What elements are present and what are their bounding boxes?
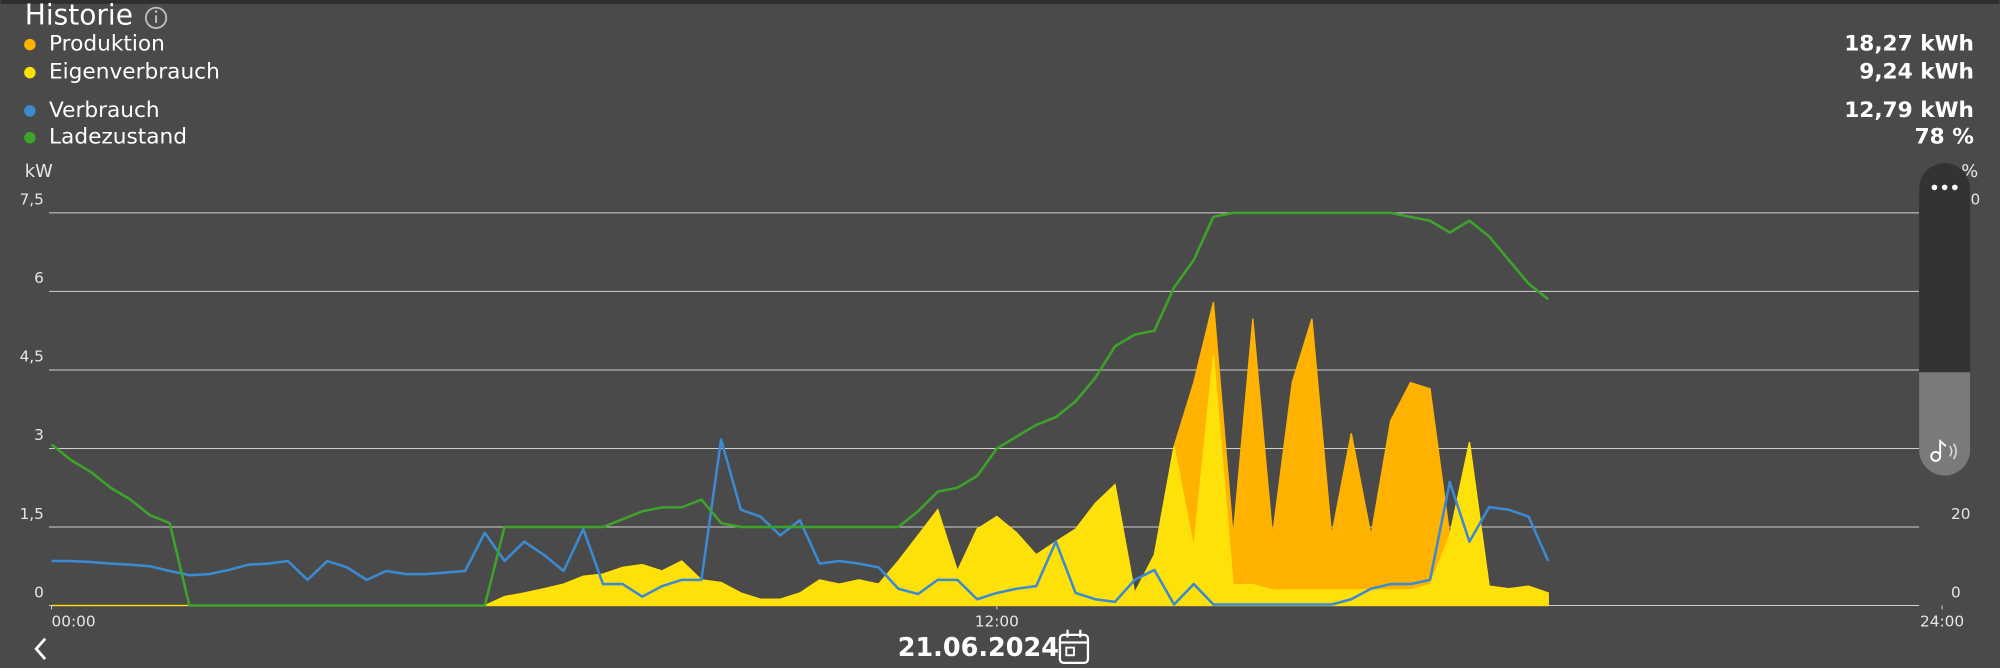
legend-dot — [24, 66, 36, 79]
line-2 — [51, 438, 1550, 606]
y-tick-label: 6 — [34, 269, 44, 287]
calendar-button[interactable] — [1058, 629, 1090, 665]
top-bar — [0, 0, 2000, 4]
legend-total: 78 % — [1915, 125, 1975, 150]
info-icon[interactable] — [144, 6, 168, 30]
date: 21.06.2024 — [898, 633, 1059, 663]
y-tick-label: 3 — [34, 426, 44, 444]
y-tick-label: 7,5 — [20, 191, 44, 209]
legend-dot — [24, 38, 36, 51]
legend-name: Verbrauch — [49, 98, 160, 123]
y-tick-label: 1,5 — [20, 505, 44, 523]
y2-tick-label: 20 — [1951, 505, 1970, 523]
legend-name: Produktion — [49, 32, 165, 57]
y-tick-label: 0 — [34, 583, 44, 601]
legend-total: 9,24 kWh — [1859, 60, 1974, 85]
line-3 — [50, 211, 1550, 607]
legend-name: Eigenverbrauch — [49, 60, 220, 85]
y-tick-label: 4,5 — [20, 348, 44, 366]
y-axis-label: kW — [25, 161, 53, 182]
page-title: Historie — [25, 0, 133, 32]
volume-slider[interactable] — [1919, 163, 1971, 476]
x-tick-label: 00:00 — [52, 613, 96, 631]
legend-name: Ladezustand — [49, 125, 187, 150]
legend-dot — [24, 105, 36, 117]
legend: Produktion 18,27 kWh Eigenverbrauch 9,24 kW… — [24, 32, 1974, 150]
y2-tick-label: 0 — [1951, 583, 1961, 601]
back-button[interactable] — [34, 637, 47, 660]
legend-total: 18,27 kWh — [1844, 32, 1974, 57]
legend-dot — [24, 131, 36, 144]
x-tick-label: 24:00 — [1920, 613, 1964, 631]
legend-total: 12,79 kWh — [1844, 98, 1974, 123]
x-tick-label: 12:00 — [975, 613, 1019, 631]
